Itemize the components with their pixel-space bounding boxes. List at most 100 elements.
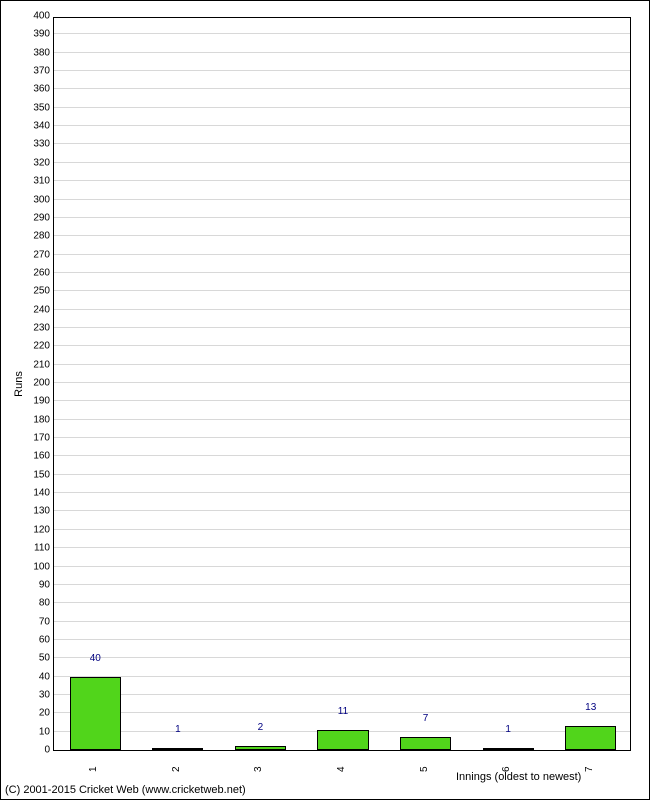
y-tick-label: 110 <box>34 543 54 554</box>
bar-value-label: 1 <box>505 724 511 735</box>
gridline <box>54 529 630 530</box>
gridline <box>54 254 630 255</box>
gridline <box>54 621 630 622</box>
bar-value-label: 11 <box>338 706 348 717</box>
gridline <box>54 382 630 383</box>
y-tick-label: 310 <box>33 176 54 187</box>
gridline <box>54 180 630 181</box>
bar <box>483 748 534 750</box>
gridline <box>54 602 630 603</box>
bar <box>317 730 368 750</box>
gridline <box>54 52 630 53</box>
y-tick-label: 400 <box>33 11 54 22</box>
gridline <box>54 290 630 291</box>
x-tick-label: 4 <box>336 766 347 772</box>
bar <box>152 748 203 750</box>
y-tick-label: 190 <box>33 396 54 407</box>
y-tick-label: 320 <box>33 157 54 168</box>
y-tick-label: 130 <box>33 506 54 517</box>
y-tick-label: 210 <box>33 359 54 370</box>
y-tick-label: 160 <box>33 451 54 462</box>
bar <box>565 726 616 750</box>
y-tick-label: 50 <box>39 653 54 664</box>
y-tick-label: 180 <box>33 414 54 425</box>
bar <box>235 746 286 750</box>
y-tick-label: 240 <box>33 304 54 315</box>
y-tick-label: 80 <box>39 598 54 609</box>
y-tick-label: 200 <box>33 378 54 389</box>
y-tick-label: 90 <box>39 579 54 590</box>
bar-value-label: 7 <box>423 713 429 724</box>
x-tick-label: 2 <box>171 766 182 772</box>
y-tick-label: 260 <box>33 267 54 278</box>
bar <box>70 677 121 750</box>
plot-area: 0102030405060708090100110120130140150160… <box>53 17 631 751</box>
gridline <box>54 235 630 236</box>
gridline <box>54 474 630 475</box>
bar-value-label: 13 <box>585 702 596 713</box>
y-tick-label: 390 <box>33 29 54 40</box>
gridline <box>54 33 630 34</box>
gridline <box>54 364 630 365</box>
x-axis-label: Innings (oldest to newest) <box>456 771 581 783</box>
bar-value-label: 1 <box>175 724 181 735</box>
y-tick-label: 0 <box>44 745 54 756</box>
bar-value-label: 2 <box>258 722 264 733</box>
copyright-text: (C) 2001-2015 Cricket Web (www.cricketwe… <box>5 784 246 796</box>
gridline <box>54 70 630 71</box>
y-tick-label: 340 <box>33 121 54 132</box>
y-tick-label: 330 <box>33 139 54 150</box>
gridline <box>54 162 630 163</box>
gridline <box>54 309 630 310</box>
y-tick-label: 120 <box>33 524 54 535</box>
gridline <box>54 327 630 328</box>
gridline <box>54 455 630 456</box>
y-tick-label: 100 <box>33 561 54 572</box>
y-tick-label: 230 <box>33 322 54 333</box>
gridline <box>54 639 630 640</box>
x-tick-label: 3 <box>254 766 265 772</box>
y-tick-label: 370 <box>33 66 54 77</box>
chart-frame: 0102030405060708090100110120130140150160… <box>0 0 650 800</box>
y-tick-label: 280 <box>33 231 54 242</box>
y-tick-label: 10 <box>39 726 54 737</box>
gridline <box>54 345 630 346</box>
y-axis-label: Runs <box>13 371 25 397</box>
gridline <box>54 437 630 438</box>
y-tick-label: 290 <box>33 212 54 223</box>
gridline <box>54 143 630 144</box>
gridline <box>54 657 630 658</box>
gridline <box>54 694 630 695</box>
y-tick-label: 270 <box>33 249 54 260</box>
gridline <box>54 272 630 273</box>
gridline <box>54 199 630 200</box>
y-tick-label: 360 <box>33 84 54 95</box>
x-tick-label: 5 <box>419 766 430 772</box>
y-tick-label: 300 <box>33 194 54 205</box>
y-tick-label: 220 <box>33 341 54 352</box>
y-tick-label: 40 <box>39 671 54 682</box>
gridline <box>54 547 630 548</box>
gridline <box>54 584 630 585</box>
gridline <box>54 125 630 126</box>
gridline <box>54 217 630 218</box>
y-tick-label: 140 <box>33 488 54 499</box>
gridline <box>54 419 630 420</box>
gridline <box>54 88 630 89</box>
y-tick-label: 70 <box>39 616 54 627</box>
y-tick-label: 30 <box>39 689 54 700</box>
gridline <box>54 566 630 567</box>
y-tick-label: 170 <box>33 433 54 444</box>
x-tick-label: 7 <box>584 766 595 772</box>
y-tick-label: 380 <box>33 47 54 58</box>
gridline <box>54 400 630 401</box>
gridline <box>54 492 630 493</box>
gridline <box>54 510 630 511</box>
y-tick-label: 250 <box>33 286 54 297</box>
y-tick-label: 60 <box>39 634 54 645</box>
y-tick-label: 350 <box>33 102 54 113</box>
y-tick-label: 150 <box>33 469 54 480</box>
bar <box>400 737 451 750</box>
gridline <box>54 676 630 677</box>
gridline <box>54 107 630 108</box>
